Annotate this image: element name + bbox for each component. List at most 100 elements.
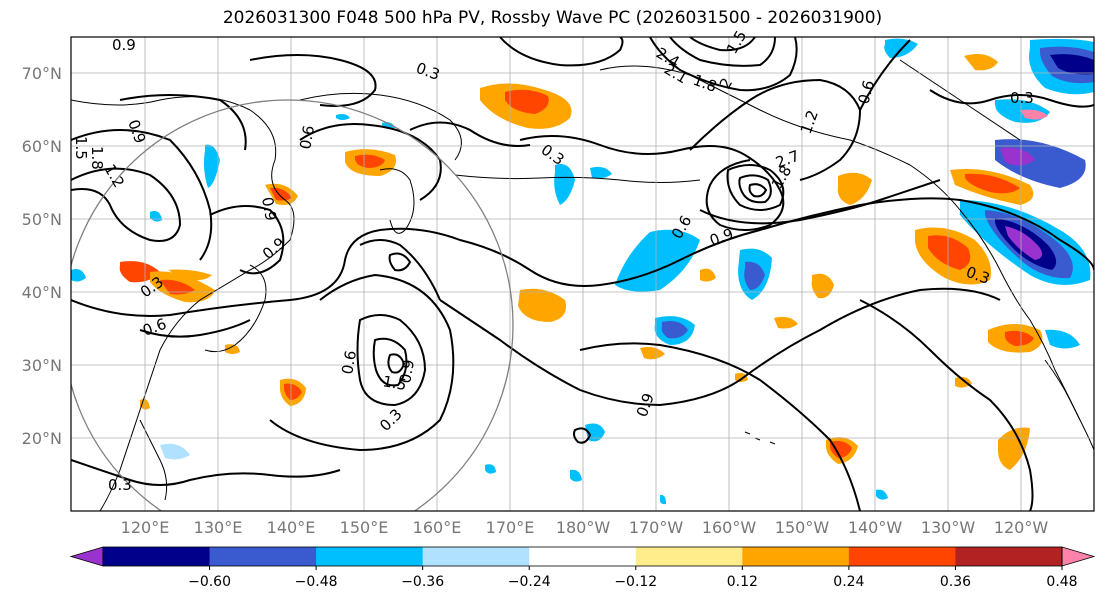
contour-line [929,89,1094,108]
anomaly-patch [661,321,688,339]
colorbar-segment [848,547,956,566]
lon-label-120e: 120°E [121,518,170,537]
contour-line [119,94,247,151]
coastline-philippines [139,419,168,501]
lat-label-60n: 60°N [22,137,62,156]
colorbar-segment [103,547,211,566]
contour-line [519,135,785,231]
colorbar-extend-min [69,546,104,567]
anomaly-patch [590,166,612,179]
anomaly-patch [965,173,1020,194]
anomaly-patch [1005,226,1043,260]
contour-line [859,39,911,111]
anomaly-patch [774,316,798,329]
longitude-labels: 120°E 130°E 140°E 150°E 160°E 170°E 180°… [121,518,1049,537]
contour-label: 1.5 [381,372,408,394]
lon-label-150e: 150°E [340,518,389,537]
lon-label-140w: 140°W [848,518,903,537]
anomaly-patch [640,346,665,360]
anomaly-patch [928,235,971,270]
contour-label: 0.9 [112,36,136,54]
contour-line [359,239,441,301]
coastlines [71,59,1094,511]
colorbar-segment [422,547,530,566]
lat-label-50n: 50°N [22,210,62,229]
anomaly-patch [744,261,765,290]
anomaly-patch [284,383,302,400]
anomaly-patch [1045,329,1080,349]
lon-label-170e: 170°E [486,518,535,537]
contour-label: 1.8 [88,146,106,170]
contour-line [499,37,624,67]
contour-line [649,37,798,92]
anomaly-patch [160,279,195,295]
lon-label-120w: 120°W [994,518,1049,537]
colorbar-tick-label: −0.48 [295,574,338,590]
anomaly-patch [485,464,496,474]
anomaly-patch [700,268,716,282]
coastline-baja [1044,359,1081,421]
contour-label: 0.3 [1010,89,1034,107]
colorbar-tick-label: −0.24 [508,574,551,590]
contour-label: 0.6 [296,124,318,151]
pv-contours [71,37,1094,511]
colorbar-segment [742,547,850,566]
contour-line [738,174,772,204]
colorbar-segment [635,547,743,566]
anomaly-patch [1000,147,1035,166]
lat-label-70n: 70°N [22,64,62,83]
contour-line [748,183,768,198]
map-title: 2026031300 F048 500 hPa PV, Rossby Wave … [222,8,883,28]
colorbar-tick-label: 0.36 [940,574,971,590]
colorbar-tick-label: −0.12 [614,574,657,590]
contour-line [387,353,406,374]
contour-label: 0.6 [854,78,878,106]
contour-line [372,337,408,387]
colorbar-segment [316,547,424,566]
plot-area [71,37,1094,511]
contour-line [579,342,861,511]
anomaly-patch [837,172,872,205]
anomaly-patch [160,443,190,460]
rossby-wave-circle [71,99,514,511]
contour-line [209,205,285,275]
anomaly-patch [204,144,220,188]
anomaly-patch [336,114,350,120]
lat-label-20n: 20°N [22,429,62,448]
contour-line [388,252,412,272]
anomaly-patch [964,54,998,71]
pv-anomaly-fills [71,38,1094,505]
contour-label: 0.9 [396,358,418,385]
contour-line [71,459,341,486]
colorbar-tick-label: 0.24 [833,574,864,590]
contour-line [689,78,862,181]
contour-line [269,273,455,452]
anomaly-patch [830,440,852,458]
anomaly-patch [71,269,86,282]
contour-line [409,121,531,147]
coastline-aleutians [454,174,701,183]
anomaly-patch [355,154,385,168]
colorbar-segment [955,547,1063,566]
contour-line [689,37,756,52]
contour-line [71,167,182,242]
contour-line [859,299,1034,511]
anomaly-patch [570,469,582,482]
contour-label: 0.3 [108,476,132,494]
lat-label-40n: 40°N [22,283,62,302]
colorbar: −0.60 −0.48 −0.36 −0.24 −0.12 0.12 0.24 0.36 0.4… [69,546,1096,590]
coastline-bc [899,59,1021,141]
lon-label-160w: 160°W [702,518,757,537]
contour-line [356,314,427,407]
contour-line [139,319,251,338]
contour-line [726,164,785,211]
anomaly-patch [1020,109,1048,120]
contour-line [71,129,213,261]
lon-label-130w: 130°W [921,518,976,537]
plot-border [70,36,1095,512]
contour-label: 0.6 [338,349,360,376]
lat-label-30n: 30°N [22,356,62,375]
anomaly-patch [554,164,575,205]
colorbar-tick-label: 0.48 [1046,574,1077,590]
